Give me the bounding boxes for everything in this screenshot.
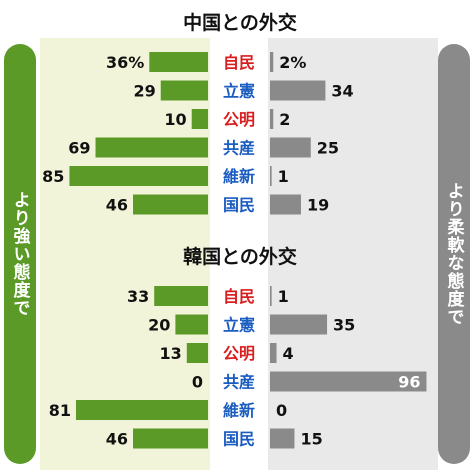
chart-title-china: 中国との外交 <box>183 12 297 34</box>
category-label-0-2: 公明 <box>223 110 255 129</box>
label-flexible-1-5: 15 <box>300 430 322 449</box>
label-flexible-0-2: 2 <box>279 110 290 129</box>
left-axis-label-tab: より強い態度で <box>4 44 36 464</box>
right-axis-label-tab: より柔軟な態度で <box>438 44 470 464</box>
bar-strong-0-1 <box>160 80 208 101</box>
bar-strong-1-5 <box>133 428 208 449</box>
label-strong-0-1: 29 <box>133 82 155 101</box>
label-flexible-0-4: 1 <box>278 167 289 186</box>
bar-strong-1-1 <box>175 314 208 335</box>
bar-strong-1-4 <box>75 400 208 420</box>
category-label-0-5: 国民 <box>223 196 255 215</box>
label-flexible-0-3: 25 <box>317 139 339 158</box>
label-flexible-1-1: 35 <box>333 316 355 335</box>
label-strong-0-2: 10 <box>164 110 186 129</box>
label-flexible-1-0: 1 <box>278 287 289 306</box>
bar-strong-0-5 <box>133 194 208 215</box>
bar-strong-1-2 <box>186 343 208 363</box>
label-strong-1-0: 33 <box>127 287 149 306</box>
category-label-1-5: 国民 <box>223 430 255 449</box>
bar-flexible-0-0 <box>270 52 274 72</box>
category-label-0-1: 立憲 <box>223 82 255 101</box>
bar-strong-1-0 <box>154 286 208 306</box>
bar-strong-0-4 <box>69 166 208 186</box>
label-strong-1-2: 13 <box>160 344 182 363</box>
bar-flexible-0-4 <box>270 166 272 186</box>
label-flexible-1-2: 4 <box>283 344 294 363</box>
category-label-1-4: 維新 <box>223 401 255 420</box>
label-flexible-0-5: 19 <box>307 196 329 215</box>
label-flexible-1-3: 96 <box>398 373 420 392</box>
label-strong-1-1: 20 <box>148 316 170 335</box>
label-strong-0-5: 46 <box>106 196 128 215</box>
category-label-0-0: 自民 <box>223 53 255 72</box>
label-flexible-0-1: 34 <box>331 82 353 101</box>
category-label-1-0: 自民 <box>223 287 255 306</box>
label-strong-1-4: 81 <box>49 401 71 420</box>
bar-flexible-0-3 <box>270 137 311 158</box>
left-axis-label: より強い態度で <box>9 191 30 317</box>
bar-flexible-1-0 <box>270 286 272 306</box>
bar-flexible-0-5 <box>270 194 301 215</box>
left-panel-background <box>40 38 210 470</box>
category-label-0-4: 維新 <box>223 167 255 186</box>
bar-flexible-1-1 <box>270 314 328 335</box>
chart-title-korea: 韓国との外交 <box>183 246 297 268</box>
bar-flexible-0-1 <box>270 80 326 101</box>
bar-flexible-0-2 <box>270 109 274 129</box>
label-flexible-0-0: 2% <box>279 53 306 72</box>
bar-flexible-1-2 <box>270 343 277 363</box>
right-panel-background <box>268 38 438 470</box>
label-strong-1-5: 46 <box>106 430 128 449</box>
bar-strong-0-3 <box>95 137 208 158</box>
category-label-0-3: 共産 <box>223 139 255 158</box>
category-label-1-1: 立憲 <box>223 316 255 335</box>
bar-flexible-1-5 <box>270 428 295 449</box>
category-label-1-2: 公明 <box>223 344 255 363</box>
label-flexible-1-4: 0 <box>276 401 287 420</box>
label-strong-0-0: 36% <box>106 53 144 72</box>
bar-flexible-1-3 <box>270 371 427 392</box>
label-strong-0-4: 85 <box>42 167 64 186</box>
bar-strong-0-0 <box>149 52 208 72</box>
category-label-1-3: 共産 <box>223 373 255 392</box>
label-strong-1-3: 0 <box>192 373 203 392</box>
bar-strong-0-2 <box>191 109 208 129</box>
right-axis-label: より柔軟な態度で <box>443 182 464 326</box>
label-strong-0-3: 69 <box>68 139 90 158</box>
